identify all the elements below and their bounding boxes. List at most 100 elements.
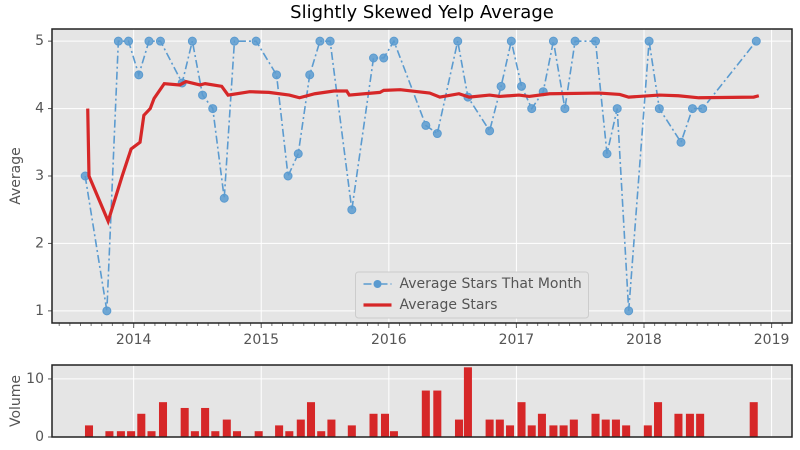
point xyxy=(560,104,570,114)
point xyxy=(421,120,431,130)
legend-marker xyxy=(373,280,382,288)
point xyxy=(602,149,612,159)
point xyxy=(496,81,506,91)
point xyxy=(347,205,357,215)
bar xyxy=(506,425,515,437)
bar xyxy=(347,425,356,437)
chart-title: Slightly Skewed Yelp Average xyxy=(290,2,554,23)
bar xyxy=(137,413,146,437)
x-tick-label: 2015 xyxy=(243,332,279,348)
point xyxy=(624,306,634,316)
point xyxy=(187,36,197,46)
bar xyxy=(105,431,114,437)
bar xyxy=(591,413,600,437)
point xyxy=(485,126,495,136)
bar xyxy=(421,390,430,437)
y-tick-label: 10 xyxy=(26,371,44,387)
point xyxy=(654,104,664,114)
bar xyxy=(285,431,294,437)
bar xyxy=(232,431,242,437)
y-tick-label: 0 xyxy=(35,429,44,445)
legend-label: Average Stars That Month xyxy=(400,276,582,292)
bar xyxy=(389,431,398,437)
bar xyxy=(275,425,284,437)
y-tick-label: 5 xyxy=(35,33,44,49)
point xyxy=(315,36,325,46)
bar xyxy=(537,413,546,437)
point xyxy=(124,36,134,46)
point xyxy=(506,36,516,46)
bar xyxy=(463,367,472,437)
bar xyxy=(180,407,189,437)
bar xyxy=(254,431,263,437)
point xyxy=(527,104,537,114)
point xyxy=(379,53,389,63)
bar xyxy=(674,413,683,437)
point xyxy=(389,36,399,46)
point xyxy=(687,104,697,114)
bar xyxy=(380,413,390,437)
point xyxy=(102,306,112,316)
bar xyxy=(611,419,620,437)
bar xyxy=(433,390,442,437)
point xyxy=(612,104,622,114)
bar xyxy=(517,402,526,437)
bar xyxy=(127,431,136,437)
point xyxy=(305,70,315,80)
bar xyxy=(369,413,378,437)
point xyxy=(453,36,463,46)
bar xyxy=(201,407,210,437)
x-tick-label: 2018 xyxy=(626,332,662,348)
bar xyxy=(327,419,336,437)
x-tick-label: 2017 xyxy=(499,332,535,348)
bar xyxy=(306,402,316,437)
bar xyxy=(527,425,536,437)
point xyxy=(698,104,708,114)
point xyxy=(369,53,379,63)
bar xyxy=(116,431,125,437)
bar xyxy=(211,431,220,437)
point xyxy=(283,171,293,181)
legend-label: Average Stars xyxy=(400,297,498,313)
point xyxy=(676,137,686,147)
bar xyxy=(685,413,694,437)
point xyxy=(751,36,761,46)
bar xyxy=(643,425,652,437)
bar xyxy=(569,419,578,437)
point xyxy=(591,36,601,46)
bar xyxy=(495,419,504,437)
point xyxy=(219,193,229,203)
bar xyxy=(549,425,558,437)
bar xyxy=(84,425,94,437)
point xyxy=(293,149,303,159)
plot-frame xyxy=(51,364,793,438)
bar xyxy=(147,431,156,437)
point xyxy=(432,129,442,139)
bar xyxy=(654,402,663,437)
bar xyxy=(601,419,610,437)
point xyxy=(570,36,580,46)
series-line xyxy=(86,79,760,226)
legend-box xyxy=(355,271,589,319)
bar xyxy=(454,419,464,437)
x-tick-label: 2014 xyxy=(116,332,152,348)
y-tick-label: 4 xyxy=(35,101,44,117)
y-tick-label: 1 xyxy=(35,303,44,319)
bar xyxy=(190,431,199,437)
y-axis-label: Average xyxy=(8,147,24,205)
point xyxy=(208,104,218,114)
plot-frame xyxy=(51,28,793,324)
point xyxy=(155,36,165,46)
bar xyxy=(749,402,758,437)
bar xyxy=(485,419,494,437)
point xyxy=(272,70,282,80)
point xyxy=(251,36,261,46)
point xyxy=(229,36,239,46)
x-tick-label: 2016 xyxy=(371,332,407,348)
point xyxy=(198,90,208,100)
bar xyxy=(317,431,326,437)
point xyxy=(113,36,123,46)
point xyxy=(517,81,527,91)
bar xyxy=(696,413,705,437)
point xyxy=(548,36,558,46)
